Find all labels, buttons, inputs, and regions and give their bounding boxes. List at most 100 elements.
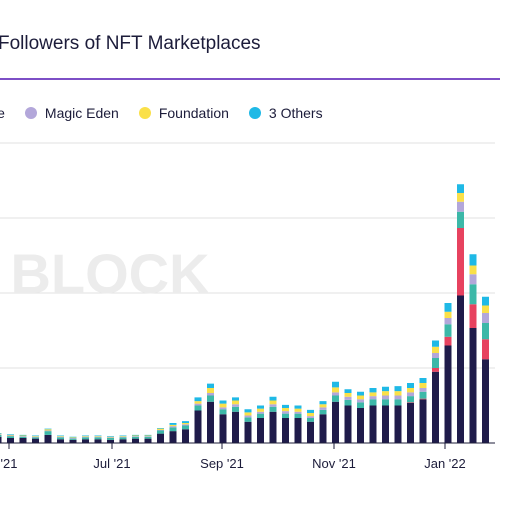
bar-stack (332, 381, 339, 443)
bar-segment-cyan (457, 184, 464, 193)
bar-segment-yellow (432, 346, 439, 353)
bar-segment-cyan (469, 254, 477, 266)
bar-segment-base (94, 439, 102, 443)
bar-segment-base (419, 399, 427, 443)
bar-segment-yellow (332, 387, 339, 393)
bar-segment-teal (69, 438, 77, 440)
bar-segment-lavender (269, 404, 277, 407)
bar-segment-cyan (257, 405, 264, 409)
bar-segment-yellow (319, 404, 327, 408)
bar-segment-teal (0, 434, 2, 437)
bar-segment-cyan (282, 404, 289, 409)
bar-segment-lavender (32, 436, 39, 438)
bar-segment-yellow (457, 193, 464, 202)
legend-label: le (0, 105, 5, 121)
bar-segment-yellow (244, 412, 252, 416)
bar-segment-teal (44, 431, 52, 435)
bar-stack (32, 435, 39, 444)
bar-segment-teal (132, 436, 139, 439)
bar-segment-yellow (232, 400, 239, 405)
bar-segment-teal (344, 399, 352, 406)
bar-segment-teal (382, 399, 389, 406)
bar-segment-cyan (294, 405, 302, 409)
chart-title: Followers of NFT Marketplaces (0, 33, 261, 54)
bar-segment-cyan (419, 378, 427, 383)
bar-segment-teal (82, 437, 89, 440)
legend-swatch-3 (138, 107, 151, 119)
bar-segment-teal (169, 427, 177, 432)
bar-segment-yellow (369, 392, 377, 397)
bar-stack (207, 383, 214, 443)
bar-segment-lavender (207, 393, 214, 396)
bar-segment-teal (269, 406, 277, 412)
bar-segment-lavender (69, 438, 77, 439)
bar-segment-lavender (282, 411, 289, 414)
bar-segment-cyan (182, 421, 189, 424)
bar-segment-base (0, 436, 2, 443)
bar-segment-lavender (407, 392, 414, 397)
bar-segment-lavender (344, 396, 352, 400)
bar-segment-teal (319, 409, 327, 415)
bar-segment-lavender (394, 395, 402, 400)
bar-stack (44, 428, 52, 444)
bar-segment-yellow (119, 436, 127, 437)
bar-segment-base (407, 403, 414, 443)
x-axis: '21 Jul '21 Sep '21 Nov '21 Jan '22 (0, 442, 495, 471)
bar-segment-base (482, 359, 489, 443)
bar-segment-yellow (194, 401, 202, 404)
bar-segment-cyan (32, 435, 39, 437)
bar-segment-pink (432, 368, 439, 372)
bar-segment-base (357, 408, 364, 443)
bar-segment-cyan (69, 436, 77, 438)
bar-segment-base (232, 411, 239, 443)
bar-segment-lavender (319, 407, 327, 410)
bar-segment-lavender (382, 395, 389, 400)
bar-stack (269, 396, 277, 443)
bar-segment-teal (444, 324, 452, 337)
bar-segment-pink (407, 402, 414, 404)
bar-segment-teal (207, 395, 214, 402)
bar-segment-base (44, 434, 52, 444)
bar-segment-teal (232, 406, 239, 412)
bar-stack (344, 389, 352, 443)
chart-legend: le Magic Eden Foundation 3 Others (0, 105, 343, 121)
bar-segment-base (7, 438, 14, 443)
bar-segment-cyan (394, 386, 402, 392)
bar-segment-yellow (407, 388, 414, 393)
bar-segment-base (69, 439, 77, 444)
bar-segment-lavender (219, 407, 227, 410)
bar-segment-base (19, 438, 27, 443)
bar-segment-base (82, 439, 89, 443)
bar-stack (157, 428, 164, 444)
bar-segment-cyan (269, 396, 277, 401)
bar-segment-lavender (457, 201, 464, 212)
bar-stack (419, 378, 427, 443)
bar-stack (82, 435, 89, 443)
bar-segment-teal (119, 437, 127, 440)
bar-segment-base (244, 421, 252, 443)
bar-stack (369, 388, 377, 443)
bar-segment-lavender (357, 399, 364, 403)
bar-segment-base (294, 418, 302, 443)
bar-segment-teal (194, 405, 202, 411)
x-tick-label: Sep '21 (200, 456, 244, 471)
bar-segment-cyan (307, 409, 314, 414)
bar-segment-teal (407, 396, 414, 403)
bar-segment-lavender (244, 415, 252, 418)
x-tick-label: '21 (1, 456, 18, 471)
bar-segment-base (207, 401, 214, 443)
bar-stack (182, 421, 189, 443)
bar-segment-cyan (444, 303, 452, 312)
bar-segment-lavender (57, 436, 64, 438)
bars (0, 184, 489, 444)
bar-segment-yellow (32, 436, 39, 437)
bar-segment-lavender (432, 353, 439, 358)
bar-segment-yellow (394, 391, 402, 396)
bar-segment-yellow (469, 265, 477, 275)
bar-segment-yellow (7, 434, 14, 436)
bar-segment-lavender (94, 436, 102, 438)
bar-segment-base (157, 433, 164, 444)
legend-item: le (0, 105, 5, 121)
bar-segment-teal (294, 413, 302, 419)
bar-segment-teal (7, 436, 14, 439)
